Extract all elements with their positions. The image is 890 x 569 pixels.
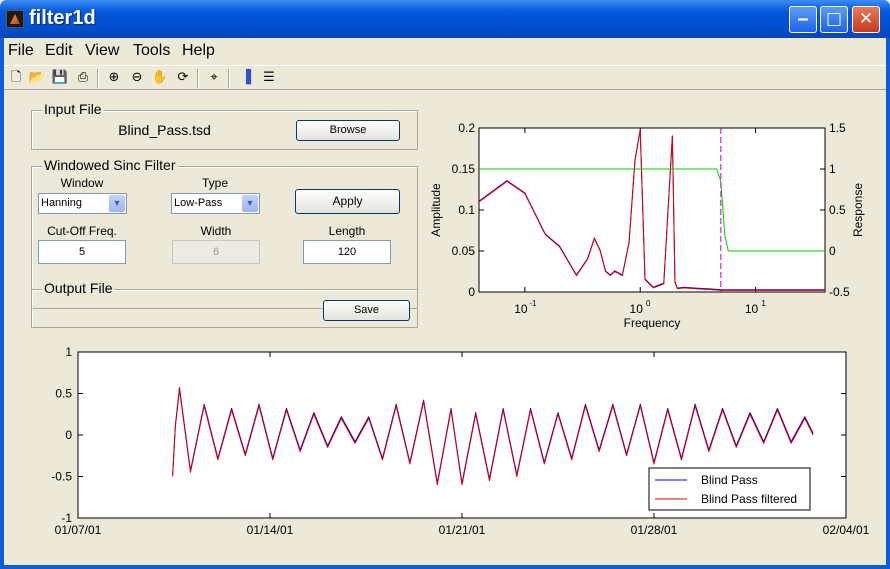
y-tick-label: 1 [65,345,72,359]
legend-icon[interactable]: ☰ [263,70,275,85]
minimize-icon: ‒ [797,9,809,29]
input-file-name: Blind_Pass.tsd [118,122,211,138]
blind-pass-filtered-line [172,388,814,486]
output-file-title: Output File [42,280,115,296]
toolbar-separator [228,69,230,88]
length-input[interactable]: 120 [303,240,391,264]
filter-panel-title: Windowed Sinc Filter [42,157,178,173]
colorbar-icon[interactable]: ▐ [241,70,251,85]
windowed-sinc-filter-panel: Windowed Sinc Filter Window Hanning ▼ Ty… [31,157,418,309]
x-tick-label: 01/07/01 [55,523,102,537]
window-label: Window [60,176,104,190]
x-tick-label: 02/04/01 [823,523,870,537]
y-tick-label: 0 [468,285,475,299]
y-tick-label: 0.2 [458,121,475,135]
menu-view[interactable]: View [85,42,120,59]
apply-button[interactable]: Apply [295,189,400,214]
toolbar-separator [197,69,199,88]
output-file-panel: Output File Save [31,280,418,328]
input-file-title: Input File [42,101,104,117]
save-button[interactable]: Save [323,300,410,321]
title-bar[interactable]: filter1d ‒ □ ✕ [0,0,890,38]
menu-file[interactable]: File [8,42,34,59]
x-tick-label: 10 [630,302,644,316]
window-select[interactable]: Hanning ▼ [38,193,127,214]
close-button[interactable]: ✕ [852,6,880,33]
y-tick-label: 0.5 [55,387,72,401]
legend-label: Blind Pass filtered [701,492,797,506]
maximize-button[interactable]: □ [820,6,848,33]
y-right-tick-label: 1 [829,162,836,176]
data-cursor-icon[interactable]: ⌖ [210,70,218,85]
cutoff-frequency-input[interactable]: 5 [38,240,126,264]
x-tick-label: 10 [745,302,759,316]
minimize-button[interactable]: ‒ [789,6,817,33]
x-tick-exponent: -1 [529,299,537,308]
open-icon[interactable]: 📂 [28,70,46,85]
y-tick-label: 0.1 [458,203,475,217]
y-tick-label: 0.05 [452,244,476,258]
print-icon[interactable]: ⎙ [77,70,89,85]
width-input: 6 [172,240,260,264]
type-label: Type [201,176,228,190]
y-right-axis-label: Response [851,183,865,237]
length-label: Length [328,224,366,238]
x-tick-exponent: 1 [761,299,766,308]
x-tick-label: 01/21/01 [439,523,486,537]
menu-bar: File Edit View Tools Help [4,38,886,63]
filter-response-line [479,168,825,252]
menu-edit[interactable]: Edit [45,42,73,59]
pan-icon[interactable]: ✋ [151,70,169,85]
zoom-in-icon[interactable]: ⊕ [108,70,120,85]
y-tick-label: -1 [61,511,72,525]
new-icon[interactable]: 🗋 [10,70,22,85]
x-tick-label: 10 [514,302,528,316]
zoom-out-icon[interactable]: ⊖ [131,70,143,85]
client-area: File Edit View Tools Help 🗋 📂 💾 ⎙ ⊕ ⊖ ✋ … [4,38,886,565]
y-right-tick-label: 0 [829,244,836,258]
x-tick-label: 01/14/01 [247,523,294,537]
y-right-tick-label: 0.5 [829,203,846,217]
close-icon: ✕ [858,9,874,29]
rotate-icon[interactable]: ⟳ [177,70,189,85]
cutoff-label: Cut-Off Freq. [47,224,117,238]
x-axis-label: Frequency [624,316,681,330]
x-tick-label: 01/28/01 [631,523,678,537]
window-title: filter1d [29,7,96,29]
toolbar-separator [97,69,99,88]
type-select[interactable]: Low-Pass ▼ [171,193,260,214]
spectrum-plot-area [478,127,826,293]
y-tick-label: 0.15 [452,162,476,176]
x-tick-exponent: 0 [646,299,651,308]
type-select-value: Low-Pass [174,197,223,209]
y-tick-label: 0 [65,428,72,442]
menu-tools[interactable]: Tools [133,42,171,59]
window-select-value: Hanning [41,197,82,209]
y-axis-label: Amplitude [429,183,443,237]
browse-button[interactable]: Browse [296,120,400,141]
menu-help[interactable]: Help [182,42,215,59]
chevron-down-icon: ▼ [109,195,125,212]
y-right-tick-label: -0.5 [829,285,850,299]
save-icon[interactable]: 💾 [51,70,69,85]
spectrum-chart[interactable]: 10 -1 10 0 10 100.050.10.150.2-0.500.511.5Fre… [4,38,886,565]
toolbar: 🗋 📂 💾 ⎙ ⊕ ⊖ ✋ ⟳ ⌖ ▐ ☰ [4,65,886,90]
maximize-icon: □ [825,9,843,29]
legend-label: Blind Pass [701,473,758,487]
input-file-panel: Input File Blind_Pass.tsd Browse [31,101,418,150]
y-tick-label: -0.5 [51,470,72,484]
y-right-tick-label: 1.5 [829,121,846,135]
matlab-logo-icon [6,10,24,28]
width-label: Width [200,224,232,238]
chevron-down-icon: ▼ [242,195,258,212]
legend-box [648,467,811,511]
